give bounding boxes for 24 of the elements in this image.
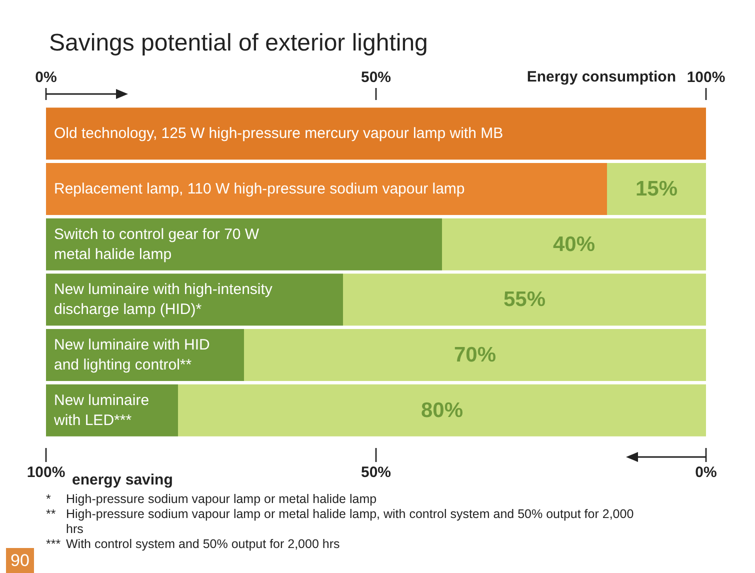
x-tick-label: 50% xyxy=(360,464,392,481)
y-tick-label: New luminaire with LED*** xyxy=(53,392,150,429)
data-label: 80% xyxy=(420,398,464,422)
text: *** With control system and 50% output for 2,000 hrs xyxy=(46,537,340,552)
text: * High-pressure sodium vapour lamp or metal halide lamp xyxy=(46,492,377,506)
y-tick-label: Old technology, 125 W high-pressure mercury vapour lamp with MB xyxy=(54,125,504,142)
data-label: 40% xyxy=(552,232,596,256)
data-label: 55% xyxy=(503,288,546,312)
x2-tick-label: 100% xyxy=(686,69,726,86)
chart-title: Savings potential of exterior lighting xyxy=(49,30,428,56)
data-label: 15% xyxy=(635,178,678,200)
x-tick-label: 0% xyxy=(695,464,717,481)
y-tick-label: Switch to control gear for 70 W metal halide lamp xyxy=(54,226,260,263)
x-tick-label: 100% xyxy=(26,464,66,481)
text: 90 xyxy=(6,548,34,573)
y-tick-label: New luminaire with high-intensity discharge lamp (HID)* xyxy=(54,281,273,318)
x2-axis-title: Energy consumption xyxy=(526,68,676,86)
text: ** High-pressure sodium vapour lamp or metal halide lamp, with control system and 50% output for 2,000 hrs xyxy=(46,507,635,537)
x2-tick-label: 50% xyxy=(360,69,392,86)
x2-tick-label: 0% xyxy=(35,69,57,86)
x-axis-title: energy saving xyxy=(72,472,173,488)
data-label: 70% xyxy=(454,344,496,366)
y-tick-label: New luminaire with HID and lighting control** xyxy=(54,336,210,374)
y-tick-label: Replacement lamp, 110 W high-pressure sodium vapour lamp xyxy=(54,180,465,198)
